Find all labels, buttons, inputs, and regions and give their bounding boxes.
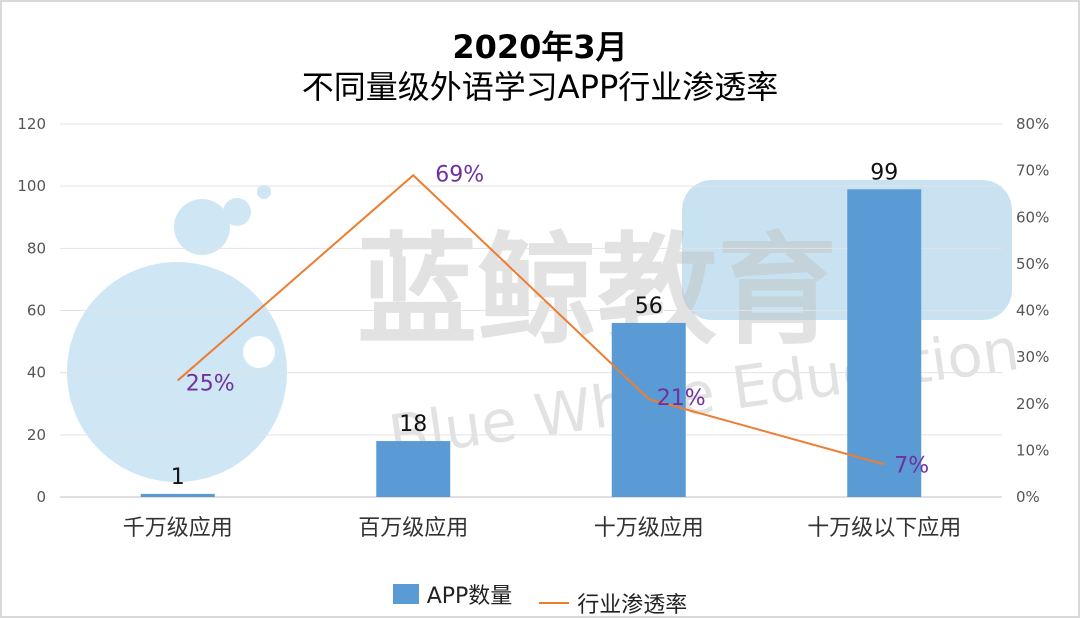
legend-item-bars: APP数量 xyxy=(392,578,513,610)
right-tick-label: 60% xyxy=(1016,208,1049,226)
bar xyxy=(140,493,215,497)
left-tick-label: 40 xyxy=(27,364,46,382)
right-tick-label: 30% xyxy=(1016,348,1049,366)
watermark-splash-drop xyxy=(223,198,251,226)
line-data-label: 7% xyxy=(894,453,929,478)
legend-swatch-line xyxy=(539,602,570,604)
left-tick-label: 0 xyxy=(36,488,46,506)
right-tick-label: 20% xyxy=(1016,395,1049,413)
bar-data-label: 99 xyxy=(870,160,898,185)
category-label: 十万级以下应用 xyxy=(807,516,961,541)
legend-swatch-bar xyxy=(392,584,419,604)
data-labels: 1 18 56 99 25% 69% 21% 7% xyxy=(171,160,929,490)
watermark-whale-body xyxy=(67,262,287,482)
legend-label-bars: APP数量 xyxy=(426,584,513,609)
right-tick-label: 70% xyxy=(1016,162,1049,180)
watermark-splash-drop xyxy=(174,199,230,255)
line-data-label: 21% xyxy=(657,386,706,411)
line-series xyxy=(177,173,885,466)
bar-data-label: 1 xyxy=(171,465,185,490)
chart-title-line2: 不同量级外语学习APP行业渗透率 xyxy=(301,68,779,106)
right-tick-label: 40% xyxy=(1016,302,1049,320)
legend: APP数量 行业渗透率 xyxy=(2,578,1078,619)
left-tick-label: 20 xyxy=(27,426,46,444)
bar-data-label: 56 xyxy=(635,294,663,319)
category-label: 千万级应用 xyxy=(123,516,233,541)
gridlines xyxy=(60,123,1002,498)
left-tick-label: 60 xyxy=(27,302,46,320)
watermark-text-cn: 蓝鲸教育 xyxy=(357,222,837,361)
right-tick-label: 0% xyxy=(1016,488,1040,506)
left-tick-label: 120 xyxy=(17,115,46,133)
watermark-splash-drop xyxy=(257,185,271,199)
left-tick-label: 100 xyxy=(17,177,46,195)
right-tick-label: 50% xyxy=(1016,255,1049,273)
watermark-badge xyxy=(682,180,1012,320)
right-tick-label: 80% xyxy=(1016,115,1049,133)
watermark-whale-eye xyxy=(243,336,275,368)
bar xyxy=(847,189,922,497)
category-label: 十万级应用 xyxy=(594,516,704,541)
line-data-label: 25% xyxy=(186,371,235,396)
left-tick-label: 80 xyxy=(27,239,46,257)
line-data-label: 69% xyxy=(435,162,484,187)
bar-data-label: 18 xyxy=(399,412,427,437)
category-label: 百万级应用 xyxy=(358,516,468,541)
legend-label-line: 行业渗透率 xyxy=(577,593,688,618)
bar xyxy=(376,441,451,497)
right-tick-label: 10% xyxy=(1016,441,1049,459)
bar xyxy=(611,322,686,497)
legend-item-line: 行业渗透率 xyxy=(539,587,687,619)
axis-ticks: 0 20 40 60 80 100 120 0% 10% 20% 30% 40% 50% 60% 70% 80… xyxy=(17,115,1049,541)
chart-title-line1: 2020年3月 xyxy=(452,28,628,66)
series-line xyxy=(177,173,885,466)
bar-series xyxy=(140,189,922,497)
